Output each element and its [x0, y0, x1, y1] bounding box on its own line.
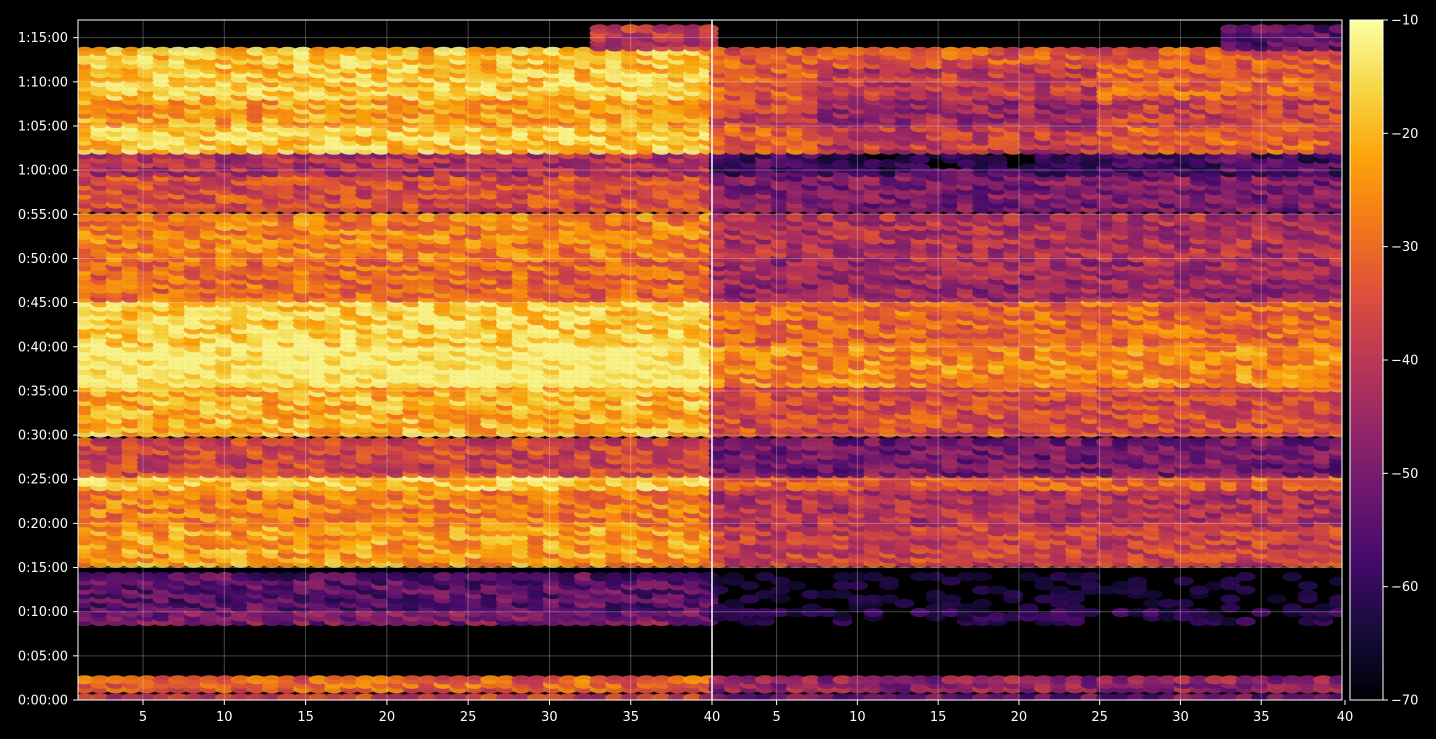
heat-cell	[121, 46, 142, 57]
heat-cell	[168, 437, 189, 447]
heat-cell	[136, 46, 157, 57]
heat-cell	[78, 212, 95, 223]
heat-cell	[136, 693, 157, 700]
heat-cell	[168, 693, 189, 700]
heat-cell	[183, 675, 204, 685]
heat-cell	[168, 46, 189, 57]
heat-cell	[90, 693, 111, 700]
heat-cell	[152, 212, 173, 223]
heat-cell	[105, 693, 126, 700]
heat-cell	[230, 212, 251, 223]
heat-cell	[105, 675, 126, 685]
heat-cell	[136, 437, 157, 447]
heat-cell	[105, 437, 126, 447]
heat-cell	[230, 693, 251, 700]
heat-cell	[136, 212, 157, 223]
heat-cell	[121, 675, 142, 685]
heat-cell	[136, 675, 157, 685]
heat-cell	[152, 675, 173, 685]
heat-cell	[246, 572, 267, 582]
heat-cell	[168, 572, 189, 582]
heat-cell	[78, 437, 95, 447]
heat-cell	[183, 572, 204, 582]
heat-cell	[152, 46, 173, 57]
heat-cell	[230, 572, 251, 582]
heat-cell	[78, 572, 95, 582]
heat-cell	[121, 693, 142, 700]
heat-cell	[90, 437, 111, 447]
heat-cell	[199, 693, 220, 700]
heat-cell	[215, 212, 235, 223]
heat-cell	[105, 572, 126, 582]
heat-cell	[246, 437, 267, 447]
heat-cell	[121, 572, 142, 582]
heat-cell	[136, 572, 157, 582]
heat-cell	[90, 46, 111, 57]
heat-cell	[215, 437, 235, 447]
heat-cell	[183, 693, 204, 700]
heat-cell	[152, 572, 173, 582]
heat-cell	[199, 46, 220, 57]
heat-cell	[90, 212, 111, 223]
heat-cell	[215, 46, 235, 57]
heat-cell	[246, 693, 267, 700]
heat-cell	[199, 212, 220, 223]
heat-cell	[90, 675, 111, 685]
heat-cell	[183, 437, 204, 447]
heat-cell	[168, 675, 189, 685]
heat-cell	[199, 572, 220, 582]
heat-cell	[78, 675, 95, 685]
heat-cell	[199, 437, 220, 447]
heat-cell	[105, 212, 126, 223]
heatmap-cells	[78, 24, 1342, 700]
heat-cell	[183, 212, 204, 223]
heat-cell	[168, 212, 189, 223]
heat-cell	[121, 437, 142, 447]
heat-cell	[215, 675, 235, 685]
heat-cell	[90, 572, 111, 582]
heat-cell	[152, 437, 173, 447]
heat-cell	[105, 46, 126, 57]
heat-cell	[215, 693, 235, 700]
heat-cell	[230, 46, 251, 57]
heat-cell	[183, 46, 204, 57]
heat-cell	[246, 675, 267, 685]
heat-cell	[230, 437, 251, 447]
heat-cell	[230, 675, 251, 685]
heat-cell	[199, 675, 220, 685]
heat-cell	[215, 572, 235, 582]
heat-cell	[78, 46, 95, 56]
heat-cell	[121, 212, 142, 223]
heat-cell	[152, 693, 173, 700]
